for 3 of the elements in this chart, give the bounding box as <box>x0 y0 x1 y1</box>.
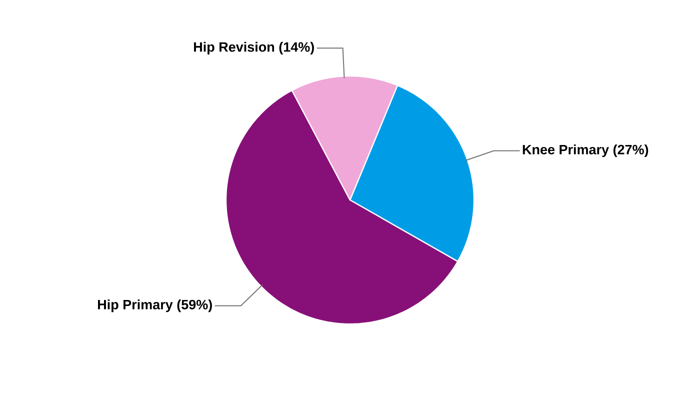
slice-label: Knee Primary (27%) <box>522 144 648 158</box>
slice-label: Hip Primary (59%) <box>98 299 212 312</box>
slice-label: Hip Revision (14%) <box>194 42 314 54</box>
